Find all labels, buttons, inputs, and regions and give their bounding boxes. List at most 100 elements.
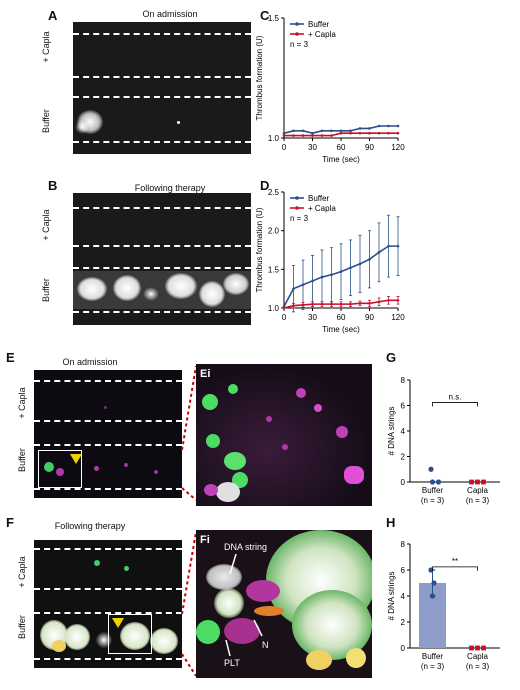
y-tick-label: 6: [401, 402, 406, 411]
data-point: [301, 283, 305, 287]
data-point: [428, 466, 434, 472]
data-point: [387, 124, 390, 128]
panel-e-label-buffer: Buffer: [17, 448, 27, 472]
y-axis-label: Thrombus formation (U): [255, 207, 264, 292]
panel-letter-f: F: [6, 515, 14, 530]
data-point: [396, 124, 400, 128]
x-tick-label: 30: [308, 143, 317, 152]
y-tick-label: 8: [401, 540, 406, 549]
x-tick-label: 90: [365, 313, 374, 322]
data-point: [320, 134, 324, 137]
legend-label: Buffer: [308, 20, 330, 29]
data-point: [301, 303, 305, 307]
data-point: [387, 244, 390, 248]
y-tick-label: 8: [401, 376, 406, 385]
y-tick-label: 1.5: [268, 14, 280, 23]
zoom-lines-e: [181, 365, 196, 501]
data-point: [311, 302, 314, 306]
panel-letter-a: A: [48, 8, 58, 23]
data-point: [349, 129, 352, 133]
data-point: [282, 131, 286, 135]
data-point: [349, 302, 352, 306]
category-label: Capla: [467, 652, 488, 661]
significance-label: n.s.: [449, 392, 462, 401]
micrograph-e: [34, 370, 182, 498]
data-point: [301, 134, 305, 137]
x-tick-label: 90: [365, 143, 374, 152]
panel-f-label-capla: + Capla: [17, 556, 27, 588]
category-sublabel: (n = 3): [466, 496, 490, 505]
chart-d: 0 30 60 90 120 1.0 1.5 2.0 2.5 Time (sec) Thrombus…: [255, 188, 405, 334]
x-axis-label: Time (sec): [322, 155, 360, 164]
y-tick-label: 6: [401, 566, 406, 575]
y-tick-label: 4: [401, 427, 406, 436]
y-axis-label: # DNA strings: [387, 572, 396, 621]
legend-label: + Capla: [308, 204, 336, 213]
y-tick-label: 1.5: [268, 265, 280, 274]
data-point: [330, 134, 333, 137]
y-tick-label: 2: [401, 618, 406, 627]
y-tick-label: 0: [401, 644, 406, 653]
data-point: [377, 251, 381, 254]
zoom-micrograph-ei: Ei: [196, 364, 372, 506]
x-tick-label: 60: [337, 313, 346, 322]
data-point: [481, 645, 486, 651]
x-tick-label: 30: [308, 313, 317, 322]
legend-marker: [295, 32, 299, 36]
panel-b-label-buffer: Buffer: [41, 278, 51, 302]
y-tick-label: 2.5: [268, 188, 280, 197]
category-label: Buffer: [422, 486, 444, 495]
panel-f-title: Following therapy: [54, 521, 126, 531]
x-axis-label: Time (sec): [322, 325, 360, 334]
panel-e-title: On admission: [62, 357, 118, 367]
panel-letter-d: D: [260, 178, 270, 193]
data-point: [431, 580, 437, 586]
data-point: [387, 298, 390, 302]
data-point: [435, 479, 442, 485]
data-point: [469, 479, 474, 485]
y-tick-label: 1.0: [268, 304, 280, 313]
data-point: [368, 257, 371, 261]
data-point: [396, 244, 400, 248]
y-tick-label: 4: [401, 592, 406, 601]
data-point: [387, 131, 390, 135]
data-point: [475, 479, 480, 485]
panel-letter-h: H: [386, 515, 396, 530]
significance-label: **: [452, 557, 458, 566]
category-sublabel: (n = 3): [421, 496, 445, 505]
data-point: [339, 131, 343, 135]
data-point: [320, 129, 324, 133]
legend-label: Buffer: [308, 194, 330, 203]
data-point: [368, 131, 371, 135]
panel-a-label-capla: + Capla: [41, 31, 51, 63]
zoom-lines-f: [181, 531, 196, 677]
data-point: [469, 645, 474, 651]
data-point: [339, 302, 343, 306]
data-point: [429, 593, 436, 599]
category-sublabel: (n = 3): [466, 662, 490, 671]
n-label: n = 3: [290, 214, 309, 223]
data-point: [358, 262, 362, 266]
data-point: [475, 645, 480, 651]
y-tick-label: 2: [401, 453, 406, 462]
legend-marker: [295, 22, 299, 26]
zoom-label-fi: Fi: [200, 534, 210, 546]
data-point: [358, 131, 362, 135]
y-axis-label: Thrombus formation (U): [255, 35, 264, 120]
legend-label: + Capla: [308, 30, 336, 39]
data-point: [429, 479, 436, 485]
panel-b-title: Following therapy: [134, 183, 206, 193]
panel-a-title: On admission: [142, 9, 198, 19]
data-point: [339, 270, 343, 273]
panel-letter-b: B: [48, 178, 58, 193]
arrowhead-icon-e: [70, 454, 82, 464]
panel-letter-c: C: [260, 8, 270, 23]
annotation-pointer-lines: [225, 553, 263, 657]
data-point: [368, 302, 371, 305]
annotation-dna-string: DNA string: [224, 542, 268, 552]
data-point: [368, 127, 371, 130]
legend-marker: [295, 206, 299, 210]
data-point: [292, 287, 295, 290]
